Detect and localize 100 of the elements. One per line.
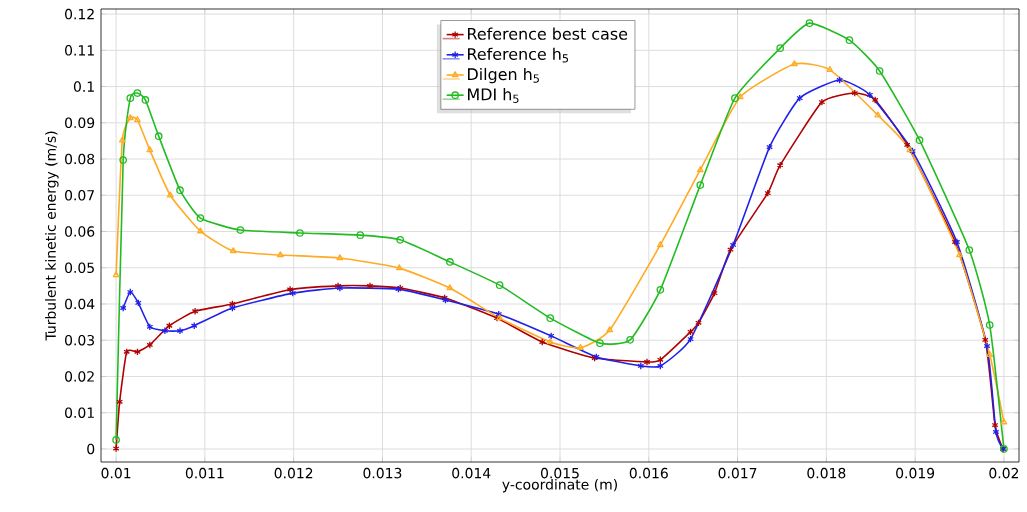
point — [538, 338, 546, 346]
point — [356, 231, 365, 239]
point — [875, 67, 884, 75]
y-tick-label: 0.09 — [65, 117, 95, 129]
point — [965, 246, 974, 254]
point — [637, 362, 645, 370]
point — [228, 304, 236, 312]
point — [166, 191, 174, 198]
point — [446, 258, 454, 266]
point — [296, 229, 304, 237]
point — [776, 161, 784, 170]
y-tick-label: 0.06 — [65, 226, 95, 237]
point — [643, 358, 651, 366]
point — [826, 66, 834, 73]
legend-label: Reference best case — [468, 27, 628, 40]
point — [134, 299, 142, 307]
point — [845, 36, 854, 44]
point — [133, 347, 141, 356]
point — [727, 245, 734, 254]
x-tick-label: 0.017 — [718, 467, 757, 479]
point — [766, 143, 773, 151]
point — [336, 254, 344, 261]
point — [696, 181, 705, 189]
x-axis-title: y-coordinate (m) — [502, 478, 617, 493]
point — [981, 336, 989, 344]
y-tick-label: 0.03 — [65, 334, 95, 346]
point — [191, 307, 199, 316]
x-tick-label: 0.01 — [101, 467, 131, 479]
point — [286, 285, 294, 294]
point — [818, 98, 826, 106]
point — [711, 289, 718, 297]
point — [986, 350, 994, 357]
point — [547, 332, 555, 340]
point — [229, 247, 237, 254]
point — [805, 19, 814, 27]
x-tick-label: 0.011 — [185, 467, 224, 479]
point — [851, 89, 859, 97]
point — [289, 289, 297, 297]
y-tick-label: 0 — [87, 443, 95, 455]
point — [116, 398, 124, 406]
point — [915, 136, 924, 145]
x-tick-label: 0.015 — [540, 467, 579, 479]
point — [874, 111, 882, 118]
point — [395, 264, 403, 271]
point — [546, 314, 555, 322]
point — [764, 189, 772, 197]
point — [596, 339, 604, 347]
point — [161, 326, 169, 335]
point — [985, 321, 994, 329]
point — [236, 226, 245, 234]
point — [956, 251, 963, 258]
point — [119, 156, 128, 164]
point — [696, 166, 704, 173]
point — [133, 89, 142, 97]
point — [154, 132, 163, 141]
point — [656, 362, 664, 370]
point — [656, 241, 664, 248]
point — [196, 214, 205, 222]
point — [731, 94, 739, 102]
point — [228, 300, 236, 308]
y-tick-label: 0.12 — [65, 8, 94, 20]
x-tick-label: 0.014 — [452, 467, 491, 479]
point — [133, 116, 141, 123]
point — [176, 186, 184, 195]
point — [606, 326, 614, 333]
point — [983, 342, 991, 350]
y-tick-label: 0.08 — [65, 153, 95, 165]
x-tick-label: 0.019 — [896, 467, 935, 479]
point — [165, 321, 173, 330]
point — [836, 76, 844, 84]
x-tick-label: 0.013 — [363, 467, 402, 479]
point — [123, 347, 131, 356]
y-axis-title: Turbulent kinetic energy (m/s) — [45, 131, 59, 341]
point — [146, 341, 154, 349]
y-tick-label: 0.02 — [65, 371, 94, 382]
point — [176, 326, 184, 335]
point — [991, 421, 999, 429]
x-tick-label: 0.016 — [629, 467, 668, 479]
point — [866, 91, 874, 99]
point — [656, 355, 664, 364]
point — [126, 288, 134, 296]
legend-label: Reference h$_{5}$ — [468, 47, 569, 63]
x-tick-label: 0.018 — [807, 467, 846, 479]
point — [495, 281, 504, 289]
point — [366, 282, 374, 290]
point — [776, 44, 785, 52]
legend-label: MDI h$_{5}$ — [468, 88, 519, 103]
y-tick-label: 0.07 — [65, 189, 94, 201]
point — [729, 241, 737, 249]
point — [992, 428, 1000, 436]
point — [276, 251, 284, 258]
point — [626, 336, 634, 344]
point — [126, 94, 135, 102]
point — [126, 114, 134, 121]
point — [190, 321, 198, 330]
point — [695, 319, 702, 327]
point — [687, 335, 694, 343]
point — [396, 236, 405, 244]
point — [903, 141, 911, 149]
y-tick-label: 0.1 — [73, 81, 94, 92]
